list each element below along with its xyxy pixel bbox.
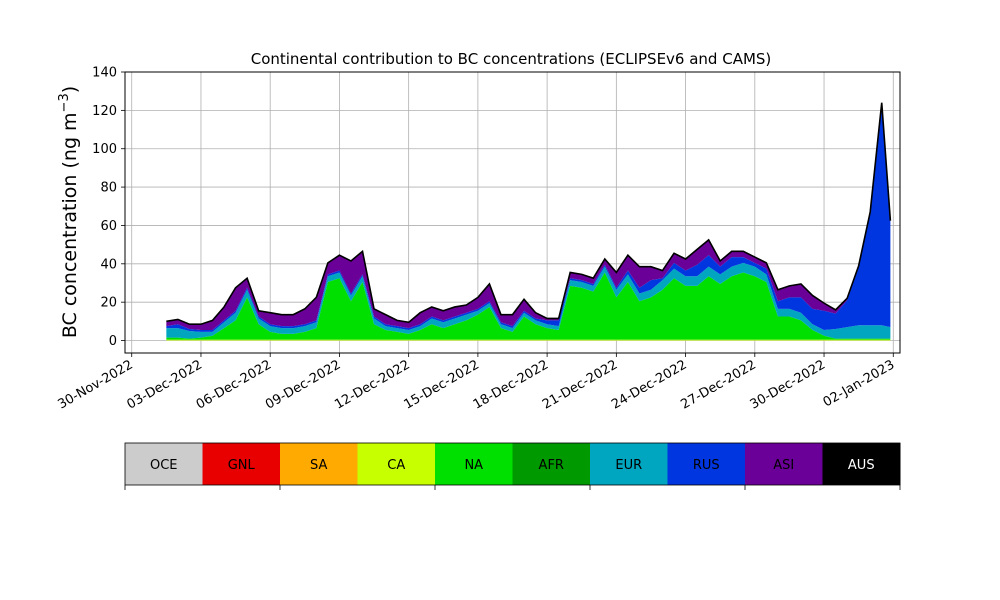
x-tick-label: 12-Dec-2022 [332, 357, 412, 412]
colorbar-label: EUR [615, 458, 642, 473]
y-axis-label-superscript: −3 [57, 93, 72, 112]
colorbar-frame [124, 442, 901, 486]
colorbar-label: OCE [150, 458, 178, 473]
colorbar-swatch-aus [822, 443, 901, 485]
colorbar-swatch-na [435, 443, 513, 485]
chart-title: Continental contribution to BC concentra… [251, 50, 772, 68]
x-tick-label: 21-Dec-2022 [540, 357, 620, 412]
colorbar-label: NA [464, 458, 483, 473]
x-tick-label: 03-Dec-2022 [125, 357, 205, 412]
colorbar-swatch-sa [280, 443, 358, 485]
x-axis: 30-Nov-202203-Dec-202206-Dec-202209-Dec-… [55, 353, 897, 413]
colorbar-label: RUS [693, 458, 720, 473]
colorbar-label: ASI [773, 458, 794, 473]
y-tick-label: 80 [100, 181, 117, 196]
x-tick-label: 18-Dec-2022 [471, 357, 551, 412]
total-line-layer [166, 102, 892, 326]
y-tick-label: 60 [100, 219, 117, 234]
y-tick-label: 100 [92, 142, 117, 157]
colorbar-swatch-afr [512, 443, 591, 485]
y-axis-label-text: BC concentration (ng m [59, 112, 81, 338]
area-asi [166, 102, 891, 330]
x-tick-label: 30-Nov-2022 [55, 357, 135, 412]
colorbar-swatch-rus [667, 443, 746, 485]
colorbar-swatch-ca [357, 443, 436, 485]
y-axis-label: BC concentration (ng m−3) [57, 86, 81, 338]
x-tick-label: 09-Dec-2022 [263, 357, 343, 412]
colorbar-label: AUS [848, 458, 875, 473]
colorbar-swatch-oce [125, 443, 203, 485]
x-tick-label: 30-Dec-2022 [748, 357, 828, 412]
y-tick-label: 40 [100, 257, 117, 272]
y-tick-label: 0 [109, 334, 117, 349]
colorbar-label: CA [387, 458, 405, 473]
x-tick-label: 27-Dec-2022 [678, 357, 758, 412]
colorbar-swatch-gnl [202, 443, 281, 485]
x-tick-label: 15-Dec-2022 [401, 357, 481, 412]
total-concentration-line [166, 102, 892, 326]
stacked-areas [166, 102, 891, 341]
x-tick-label: 06-Dec-2022 [194, 357, 274, 412]
area-na [166, 272, 891, 340]
x-tick-label: 24-Dec-2022 [609, 357, 689, 412]
area-ca [166, 339, 891, 341]
x-tick-label: 02-Jan-2023 [821, 357, 898, 410]
y-tick-label: 20 [100, 296, 117, 311]
colorbar-label: SA [310, 458, 327, 473]
colorbar-legend: OCE GNL SA CA NA AFR EUR RUS ASI AUS [124, 442, 901, 490]
colorbar-label: GNL [228, 458, 256, 473]
colorbar-swatch-asi [745, 443, 823, 485]
y-axis-label-close: ) [59, 86, 81, 93]
y-tick-label: 140 [92, 66, 117, 81]
y-axis: 0 20 40 60 80 100 120 140 [92, 66, 125, 349]
plot-frame [124, 71, 901, 354]
colorbar-label: AFR [539, 458, 564, 473]
y-tick-label: 120 [92, 104, 117, 119]
area-eur [166, 262, 891, 339]
colorbar-swatch-eur [590, 443, 668, 485]
